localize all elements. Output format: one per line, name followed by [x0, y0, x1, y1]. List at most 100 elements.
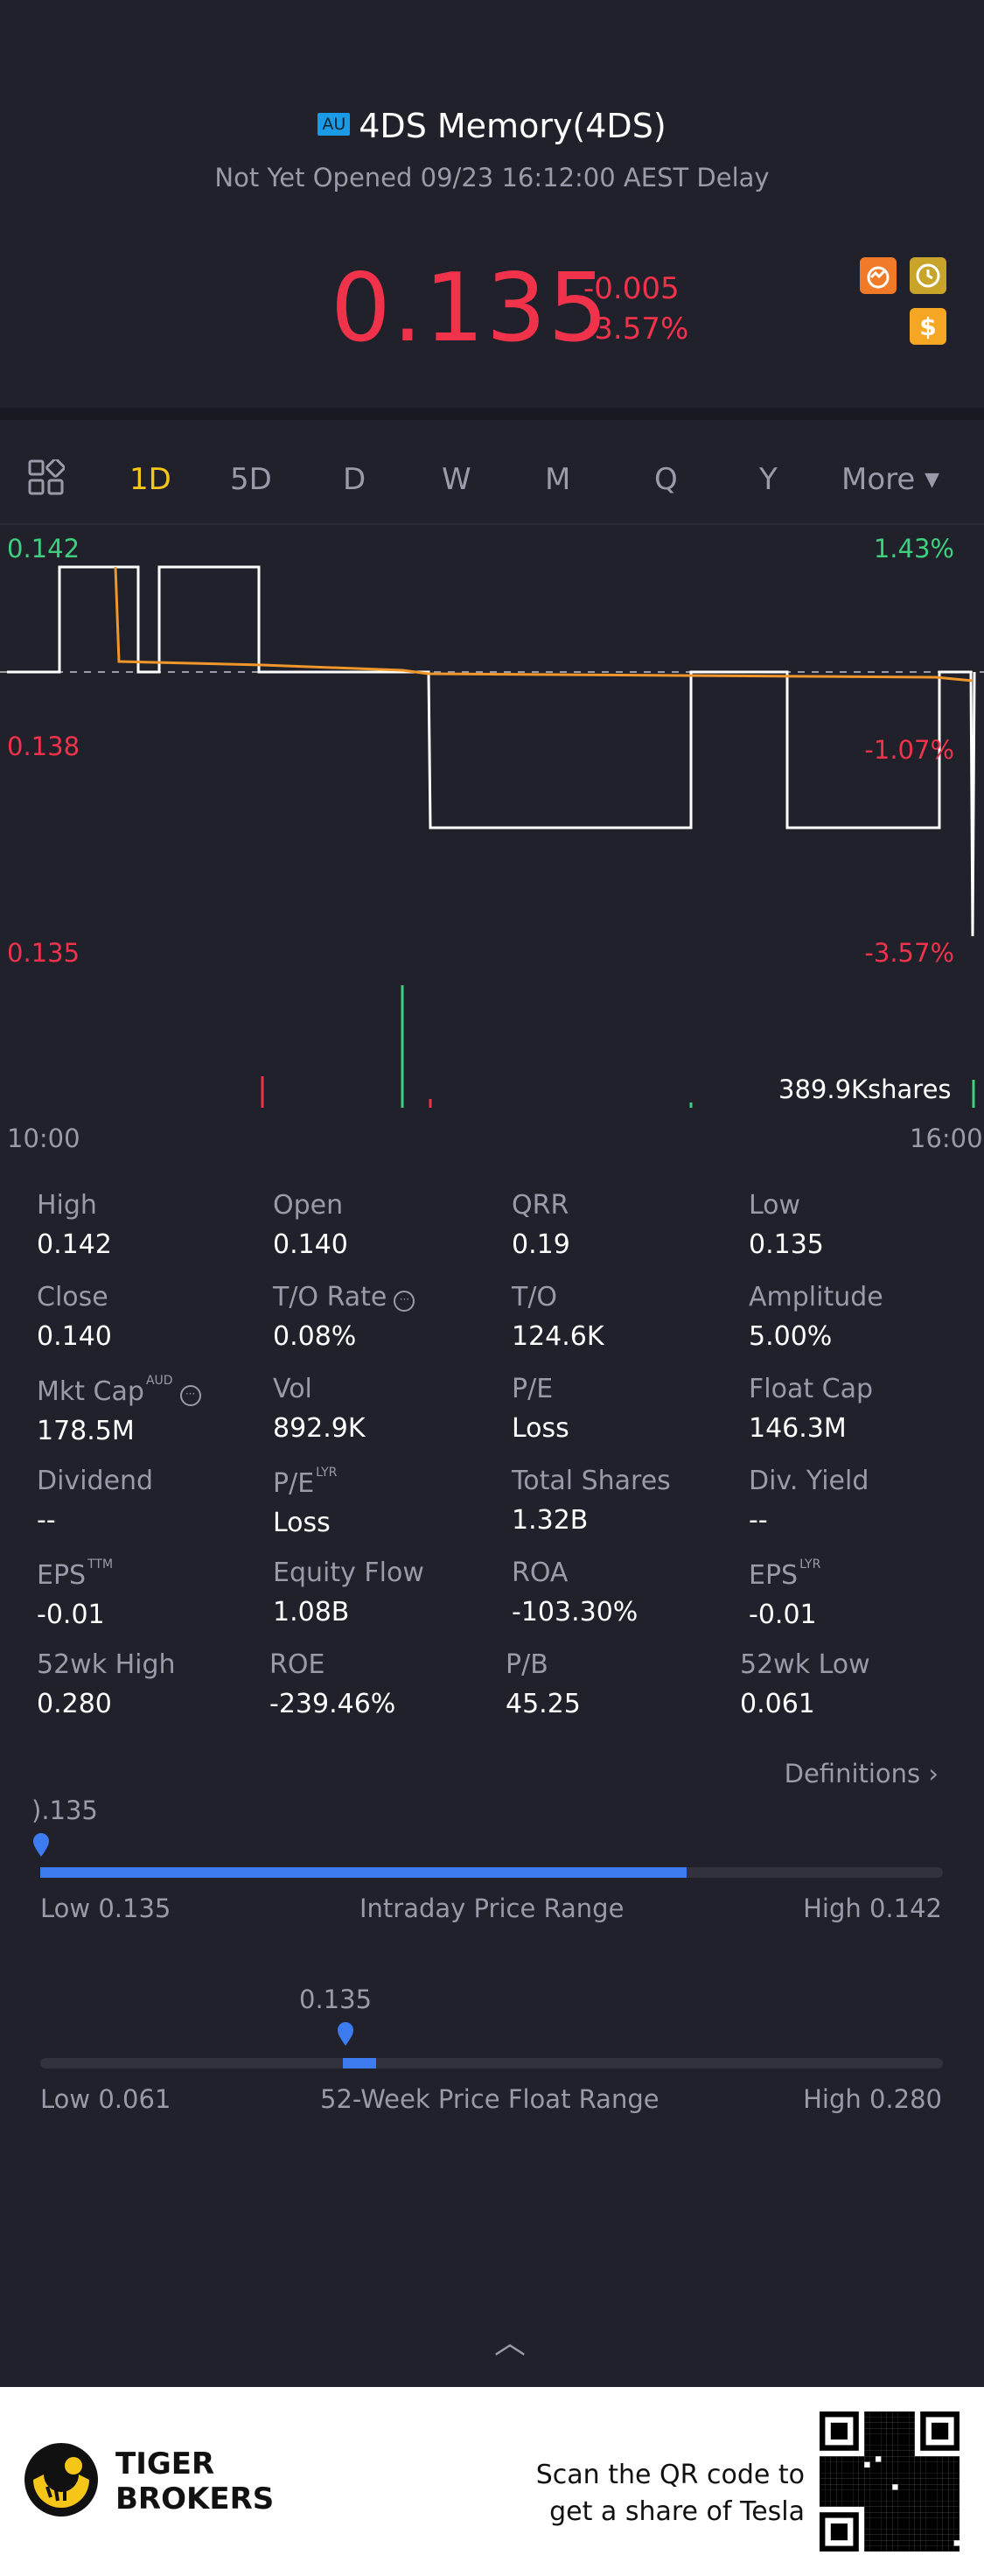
- tab-y[interactable]: Y: [759, 462, 778, 497]
- stat-label: EPS TTM: [37, 1558, 113, 1591]
- stat-value: 0.142: [37, 1229, 112, 1260]
- stat-value: Loss: [512, 1413, 569, 1444]
- stat-label: ROA: [512, 1558, 638, 1588]
- stat-value: Loss: [273, 1508, 331, 1538]
- stat-superscript: TTM: [87, 1558, 114, 1572]
- stat-label-text: Vol: [273, 1374, 312, 1404]
- y-left-mid: 0.138: [7, 732, 80, 761]
- intraday-title: Intraday Price Range: [359, 1894, 625, 1923]
- avg-price-line: [114, 566, 974, 682]
- stat-label: T/O: [512, 1282, 604, 1312]
- dollar-icon[interactable]: $: [910, 308, 946, 345]
- stat-item: Div. Yield --: [749, 1466, 869, 1536]
- stat-value: 5.00%: [749, 1321, 833, 1352]
- tab-m[interactable]: M: [545, 462, 571, 497]
- definitions-link[interactable]: Definitions ›: [785, 1759, 939, 1788]
- volume-label: 389.9Kshares: [778, 1074, 952, 1104]
- chart-svg: [0, 565, 984, 1108]
- info-icon[interactable]: ···: [394, 1291, 415, 1312]
- stat-label: 52wk Low: [740, 1649, 870, 1680]
- y-left-high: 0.142: [7, 534, 80, 564]
- stat-label-text: Low: [749, 1190, 801, 1221]
- intraday-high: High 0.142: [803, 1894, 942, 1923]
- brand-line2: BROKERS: [115, 2482, 275, 2516]
- period-tabs: [0, 420, 984, 525]
- stat-label: High: [37, 1190, 112, 1221]
- stat-label: P/E LYR: [273, 1466, 337, 1499]
- stat-item: Dividend --: [37, 1466, 153, 1536]
- stat-label-text: Mkt Cap: [37, 1376, 144, 1407]
- price-change-pct: -3.57%: [583, 312, 689, 346]
- stat-value: 1.32B: [512, 1505, 589, 1536]
- chevron-right-icon: ›: [928, 1759, 939, 1788]
- stat-label: Open: [273, 1190, 348, 1221]
- stat-item: ROA -103.30%: [512, 1558, 638, 1628]
- last-price: 0.135: [331, 254, 611, 363]
- promo-line1: Scan the QR code to: [535, 2460, 805, 2490]
- promo-footer: TIGER BROKERS Scan the QR code to get a …: [0, 2387, 984, 2576]
- chevron-up-icon[interactable]: ︿: [494, 2325, 527, 2361]
- stat-superscript: AUD: [145, 1374, 173, 1388]
- stat-value: -0.01: [749, 1600, 817, 1630]
- layout-grid-icon[interactable]: [28, 459, 65, 496]
- stat-label-text: Open: [273, 1190, 344, 1221]
- stat-label-text: Div. Yield: [749, 1466, 869, 1496]
- stat-label: QRR: [512, 1190, 570, 1221]
- stat-item: P/B 45.25: [506, 1649, 581, 1719]
- intraday-low: Low 0.135: [40, 1894, 171, 1923]
- price-change: -0.005: [583, 271, 680, 306]
- stat-item: 52wk High 0.280: [37, 1649, 176, 1719]
- stat-label-text: P/E: [273, 1468, 315, 1499]
- stat-value: 178.5M: [37, 1416, 135, 1446]
- definitions-label: Definitions: [784, 1759, 921, 1788]
- week52-high: High 0.280: [803, 2084, 942, 2114]
- clock-icon[interactable]: [910, 257, 946, 294]
- stat-item: Mkt Cap AUD ··· 178.5M: [37, 1374, 201, 1446]
- stat-item: EPS TTM -0.01: [37, 1558, 113, 1630]
- tab-5d[interactable]: 5D: [230, 462, 272, 497]
- stat-label-text: Close: [37, 1282, 108, 1312]
- stat-value: -239.46%: [269, 1689, 396, 1719]
- stat-label-text: Dividend: [37, 1466, 154, 1496]
- price-line: [7, 565, 976, 937]
- time-end: 16:00: [910, 1124, 983, 1153]
- week52-range-fill: [343, 2058, 376, 2068]
- stat-value: 146.3M: [749, 1413, 847, 1444]
- stat-label: Dividend: [37, 1466, 153, 1496]
- tab-1d[interactable]: 1D: [129, 462, 171, 497]
- stat-label-text: 52wk High: [37, 1649, 176, 1680]
- stat-item: Total Shares 1.32B: [512, 1466, 671, 1536]
- stat-label-text: QRR: [512, 1190, 569, 1221]
- info-icon[interactable]: ···: [179, 1385, 201, 1406]
- tab-q[interactable]: Q: [654, 462, 678, 497]
- stat-value: --: [749, 1505, 768, 1536]
- stat-label: T/O Rate ···: [273, 1282, 415, 1312]
- tab-more[interactable]: More ▼: [841, 462, 939, 497]
- stat-value: 0.061: [740, 1689, 815, 1719]
- stat-label: Amplitude: [749, 1282, 883, 1312]
- tiger-logo-icon: [24, 2443, 98, 2516]
- stat-label-text: P/B: [506, 1649, 548, 1680]
- stat-value: 45.25: [506, 1689, 581, 1719]
- intraday-marker-value: ).135: [31, 1796, 98, 1825]
- stat-item: Equity Flow 1.08B: [273, 1558, 424, 1628]
- stat-label-text: P/E: [512, 1374, 554, 1404]
- y-right-mid: -1.07%: [864, 735, 954, 765]
- qr-code-icon[interactable]: [820, 2412, 960, 2552]
- tab-d[interactable]: D: [343, 462, 366, 497]
- trend-icon[interactable]: [860, 257, 897, 294]
- stat-value: 0.140: [273, 1229, 348, 1260]
- stat-item: T/O 124.6K: [512, 1282, 604, 1352]
- tab-w[interactable]: W: [442, 462, 471, 497]
- stat-item: Amplitude 5.00%: [749, 1282, 883, 1352]
- week52-marker-value: 0.135: [299, 1984, 373, 2014]
- stat-label: Mkt Cap AUD ···: [37, 1374, 201, 1407]
- intraday-marker-pin-icon: [33, 1833, 49, 1857]
- stat-label: Div. Yield: [749, 1466, 869, 1496]
- stat-item: ROE -239.46%: [269, 1649, 395, 1719]
- stat-item: Open 0.140: [273, 1190, 348, 1260]
- intraday-chart[interactable]: 0.142 0.138 0.135 1.43% -1.07% -3.57%: [0, 525, 984, 1155]
- stat-label-text: Float Cap: [749, 1374, 874, 1404]
- stat-value: 0.135: [749, 1229, 824, 1260]
- stat-label: EPS LYR: [749, 1558, 820, 1591]
